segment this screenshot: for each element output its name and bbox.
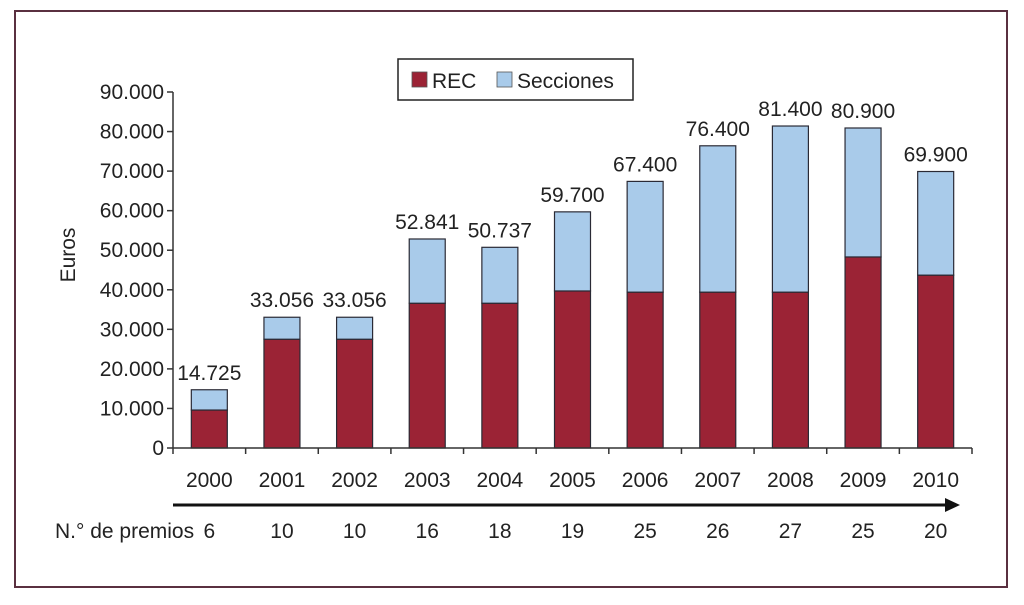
bar-rec-2000 — [190, 409, 228, 449]
y-tick-label: 0 — [152, 437, 164, 460]
total-data-label: 52.841 — [395, 211, 459, 234]
total-data-label: 69.900 — [904, 144, 968, 167]
bar-rec-2006 — [626, 291, 664, 449]
y-tick-label: 60.000 — [100, 200, 164, 223]
x-tick-label: 2006 — [622, 469, 669, 492]
premios-value: 18 — [488, 520, 511, 543]
premios-value: 16 — [416, 520, 439, 543]
x-tick-label: 2008 — [767, 469, 814, 492]
legend-swatch-rec — [411, 71, 428, 88]
bar-secciones-2000 — [190, 389, 228, 411]
premios-value: 19 — [561, 520, 584, 543]
total-data-label: 67.400 — [613, 153, 677, 176]
x-tick-label: 2001 — [259, 469, 306, 492]
y-tick-label: 70.000 — [100, 160, 164, 183]
x-tick-label: 2010 — [912, 469, 959, 492]
premios-value: 26 — [706, 520, 729, 543]
premios-row: 6 10 10 16 18 19 25 26 27 25 20 — [203, 520, 947, 543]
y-tick-label: 80.000 — [100, 121, 164, 144]
legend-swatch-secciones — [496, 71, 513, 88]
legend-label-rec: REC — [432, 70, 476, 93]
y-tick-label: 20.000 — [100, 358, 164, 381]
chart-frame — [14, 10, 1008, 588]
bar-rec-2001 — [263, 338, 301, 449]
bar-rec-2003 — [408, 302, 446, 449]
x-tick-label: 2009 — [840, 469, 887, 492]
bar-rec-2010 — [917, 274, 955, 449]
x-tick-label: 2000 — [186, 469, 233, 492]
bar-rec-2007 — [699, 291, 737, 449]
bar-secciones-2008 — [771, 125, 810, 293]
y-tick-label: 10.000 — [100, 397, 164, 420]
bar-secciones-2004 — [481, 246, 519, 304]
bar-rec-2008 — [771, 291, 810, 449]
bar-secciones-2005 — [553, 211, 592, 292]
bar-rec-2005 — [553, 290, 592, 449]
premios-value: 25 — [851, 520, 874, 543]
bar-rec-2004 — [481, 302, 519, 449]
bar-rec-2002 — [335, 338, 374, 449]
total-data-label: 50.737 — [468, 219, 532, 242]
bars-group: 14.725 33.056 33.056 52.841 50.737 59.700 67.4… — [177, 98, 968, 449]
total-data-label: 33.056 — [322, 289, 386, 312]
premios-value: 25 — [633, 520, 656, 543]
total-data-label: 33.056 — [250, 289, 314, 312]
x-axis: 2000 2001 2002 2003 2004 2005 2006 2007 2008 2009… — [172, 447, 973, 512]
premios-value: 10 — [270, 520, 293, 543]
legend-box — [397, 58, 634, 101]
bar-secciones-2001 — [263, 316, 301, 340]
bar-secciones-2006 — [626, 180, 664, 293]
total-data-label: 59.700 — [540, 184, 604, 207]
x-tick-label: 2004 — [477, 469, 524, 492]
arrow-head-icon — [945, 498, 960, 512]
premios-row-label: N.° de premios — [55, 520, 194, 543]
total-data-label: 76.400 — [686, 118, 750, 141]
legend-label-secciones: Secciones — [517, 70, 614, 93]
premios-value: 6 — [203, 520, 215, 543]
bar-secciones-2002 — [335, 316, 374, 340]
y-tick-label: 50.000 — [100, 239, 164, 262]
bar-secciones-2009 — [844, 127, 882, 258]
y-tick-label: 40.000 — [100, 279, 164, 302]
premios-value: 27 — [779, 520, 802, 543]
bar-secciones-2003 — [408, 238, 446, 304]
total-data-label: 14.725 — [177, 362, 241, 385]
y-axis-label: Euros — [57, 228, 80, 283]
x-tick-label: 2007 — [694, 469, 741, 492]
premios-value: 10 — [343, 520, 366, 543]
x-tick-label: 2002 — [331, 469, 378, 492]
legend: REC Secciones — [397, 58, 634, 101]
total-data-label: 81.400 — [758, 98, 822, 121]
x-tick-label: 2005 — [549, 469, 596, 492]
bar-secciones-2007 — [699, 145, 737, 293]
x-tick-label: 2003 — [404, 469, 451, 492]
total-data-label: 80.900 — [831, 100, 895, 123]
y-tick-label: 90.000 — [100, 81, 164, 104]
y-axis: 0 10.000 20.000 30.000 40.000 50.000 60.000 70.… — [100, 81, 174, 460]
bar-rec-2009 — [844, 256, 882, 449]
premios-value: 20 — [924, 520, 947, 543]
bar-secciones-2010 — [917, 170, 955, 276]
y-tick-label: 30.000 — [100, 318, 164, 341]
